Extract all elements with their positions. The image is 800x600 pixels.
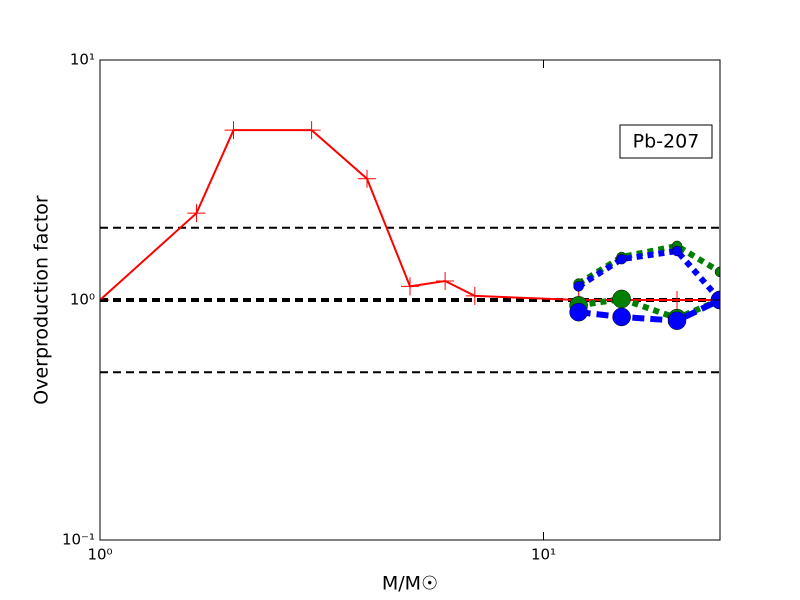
marker <box>616 253 627 265</box>
y-tick-label: 10⁰ <box>70 291 95 309</box>
marker <box>358 169 377 188</box>
annotation-box <box>619 124 713 159</box>
marker <box>612 289 631 309</box>
series-line <box>578 295 720 322</box>
y-tick-label: 10⁻¹ <box>62 531 95 549</box>
series-line <box>100 129 720 301</box>
marker <box>667 311 687 330</box>
series-line <box>578 297 720 324</box>
marker <box>569 302 588 322</box>
marker <box>671 245 683 257</box>
marker <box>714 266 720 278</box>
x-axis-label: M/M☉ <box>382 573 438 595</box>
marker <box>612 307 631 327</box>
y-tick-label: 10¹ <box>70 51 95 69</box>
series-line <box>577 247 720 302</box>
marker <box>224 121 243 140</box>
annotation: Pb-207 <box>633 131 700 153</box>
marker <box>668 291 687 309</box>
marker <box>436 271 455 290</box>
y-axis-label: Overproduction factor <box>31 195 53 405</box>
marker <box>465 286 484 305</box>
x-tick-label: 10¹ <box>531 546 556 564</box>
x-tick-label: 10⁰ <box>87 546 112 564</box>
marker <box>573 281 584 292</box>
plot-area <box>100 121 720 374</box>
marker <box>302 121 321 140</box>
marker <box>187 204 206 223</box>
marker <box>401 277 419 296</box>
